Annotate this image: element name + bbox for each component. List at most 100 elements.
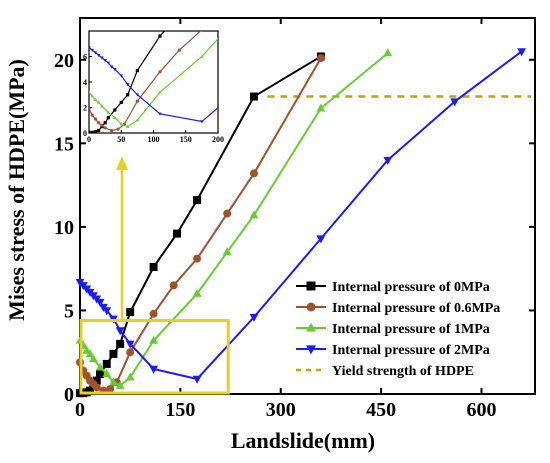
data-point	[173, 229, 182, 238]
data-point	[149, 365, 159, 374]
inset-data-point	[113, 67, 117, 72]
data-point	[95, 362, 105, 371]
data-point	[383, 48, 393, 57]
inset-data-point	[106, 110, 111, 114]
inset-data-point	[90, 94, 94, 98]
y-tick-label: 10	[54, 217, 74, 239]
data-point	[106, 384, 115, 393]
inset-data-point	[158, 90, 162, 94]
inset-data-point	[103, 126, 107, 130]
data-point	[222, 247, 232, 256]
inset-plot: 0 50 100 150 200 0 2 4 6	[83, 13, 323, 144]
data-point	[116, 339, 125, 348]
inset-data-point	[158, 34, 162, 38]
legend-label: Internal pressure of 2MPa	[332, 343, 490, 358]
data-point	[249, 313, 259, 322]
inset-series-line-1	[89, 31, 202, 132]
y-axis-label: Mises stress of HDPE(MPa)	[4, 59, 29, 321]
data-point	[193, 254, 202, 263]
data-point	[169, 281, 178, 290]
y-tick-label: 20	[54, 50, 74, 72]
inset-data-point	[93, 130, 98, 133]
inset-data-point	[126, 93, 130, 97]
inset-data-point	[319, 13, 323, 16]
inset-data-point	[116, 127, 120, 131]
data-point	[95, 298, 105, 307]
legend-item: Internal pressure of 0.6MPa	[296, 301, 500, 316]
data-point	[125, 372, 135, 381]
legend-item: Internal pressure of 2MPa	[296, 343, 490, 358]
x-tick-label: 300	[266, 399, 296, 421]
inset-data-point	[100, 123, 104, 127]
data-point	[316, 54, 325, 63]
x-tick-label: 150	[165, 399, 195, 421]
inset-data-point	[200, 120, 204, 124]
inset-data-point	[106, 116, 110, 120]
inset-data-point	[96, 100, 101, 104]
legend-item: Internal pressure of 0MPa	[296, 280, 490, 295]
inset-data-point	[89, 46, 91, 50]
inset-x-tick-label: 0	[87, 135, 91, 144]
zoom-arrow-head	[116, 156, 128, 170]
data-point	[102, 307, 112, 316]
legend-label: Internal pressure of 0.6MPa	[332, 301, 500, 316]
highlight-box	[79, 318, 230, 395]
data-point	[517, 48, 527, 57]
data-point	[86, 386, 95, 395]
inset-data-point	[89, 107, 91, 111]
data-point	[249, 210, 259, 219]
inset-data-point	[158, 112, 162, 116]
inset-y-tick-label: 0	[83, 129, 87, 138]
x-tick-label: 450	[366, 399, 396, 421]
inset-data-point	[229, 23, 233, 26]
inset-data-point	[100, 56, 104, 60]
data-point	[115, 380, 125, 389]
inset-data-point	[90, 48, 94, 53]
data-point	[102, 369, 112, 378]
inset-data-point	[135, 93, 140, 97]
inset-data-point	[89, 90, 91, 94]
inset-data-point	[93, 117, 98, 121]
inset-data-point	[109, 128, 114, 133]
inset-x-tick-label: 200	[212, 135, 224, 144]
inset-data-point	[113, 108, 117, 112]
data-point	[92, 383, 101, 392]
legend-swatch-marker	[306, 302, 316, 312]
data-point	[109, 349, 118, 358]
inset-data-point	[135, 99, 139, 103]
data-point	[223, 209, 232, 218]
x-tick-label: 600	[466, 399, 496, 421]
data-point	[149, 309, 158, 318]
data-point	[192, 288, 202, 297]
inset-series-group	[89, 13, 323, 133]
inset-y-tick-label: 6	[83, 53, 87, 62]
inset-data-point	[96, 53, 101, 58]
legend-swatch-marker	[306, 322, 316, 332]
inset-data-point	[97, 121, 101, 125]
inset-data-point	[89, 130, 91, 133]
legend-label: Internal pressure of 0MPa	[332, 280, 490, 295]
inset-data-point	[158, 70, 162, 74]
data-point	[92, 376, 101, 385]
legend-label: Yield strength of HDPE	[332, 364, 474, 379]
x-tick-label: 0	[75, 399, 85, 421]
plot-frame	[79, 17, 536, 395]
data-point	[193, 196, 202, 205]
inset-data-point	[100, 104, 104, 108]
inset-data-point	[200, 31, 203, 32]
data-point	[149, 335, 159, 344]
legend-swatch-marker	[306, 281, 316, 291]
data-point	[85, 349, 95, 358]
inset-data-point	[97, 128, 101, 133]
data-point	[383, 156, 393, 165]
legend-label: Internal pressure of 1MPa	[332, 322, 490, 337]
y-tick-label: 5	[64, 300, 74, 322]
inset-data-point	[119, 122, 124, 126]
inset-x-tick-label: 100	[148, 135, 160, 144]
inset-y-tick-label: 2	[83, 104, 87, 113]
data-point	[249, 92, 258, 101]
data-point	[96, 369, 105, 378]
legend-swatch-marker	[306, 345, 316, 355]
inset-series-line-0	[89, 31, 166, 133]
